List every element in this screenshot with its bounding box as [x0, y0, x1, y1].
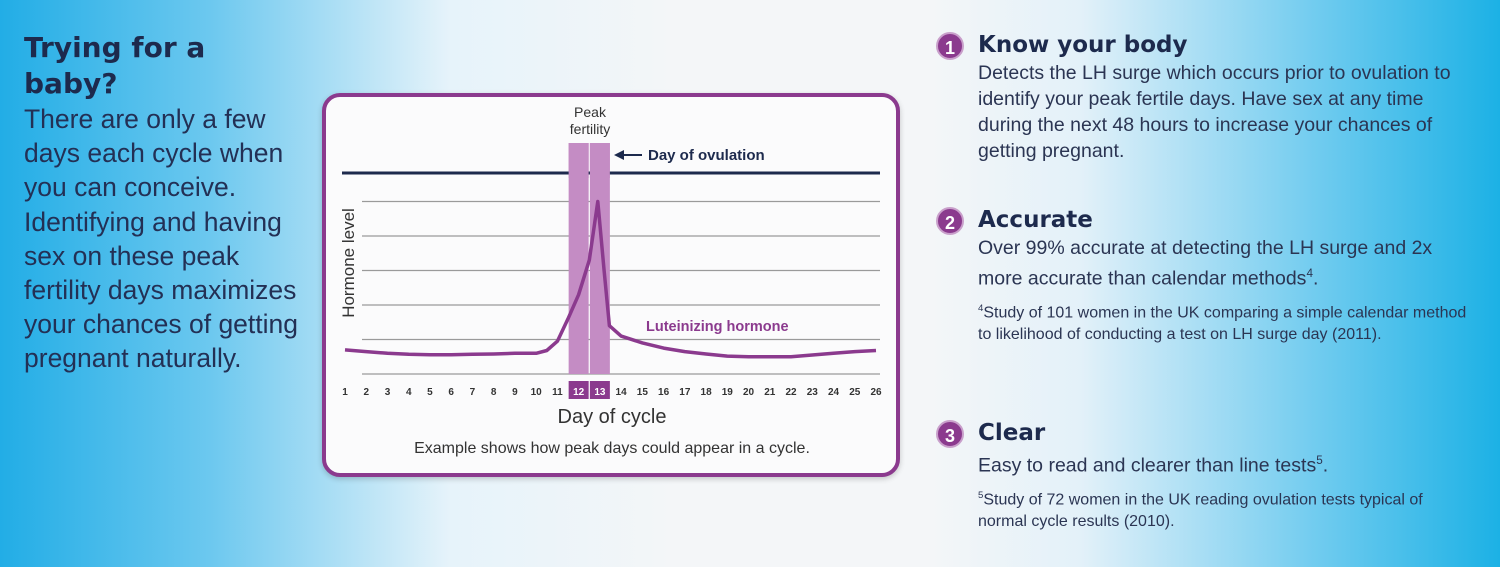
- intro: Trying for a baby? There are only a few …: [24, 30, 304, 376]
- x-tick-label: 26: [870, 387, 882, 398]
- x-tick-label: 24: [828, 387, 840, 398]
- x-tick-label: 3: [385, 387, 391, 398]
- x-tick-label: 21: [764, 387, 776, 398]
- x-tick-label: 14: [616, 387, 628, 398]
- x-tick-label: 13: [594, 387, 606, 398]
- x-tick-label: 6: [448, 387, 454, 398]
- feature-title: Accurate: [978, 207, 1093, 233]
- ovulation-label: Day of ovulation: [648, 147, 765, 164]
- lh-chart-card: Peak fertility Day of ovulation Luteinizing…: [322, 93, 900, 477]
- x-tick-label: 7: [470, 387, 476, 398]
- feature-body: Over 99% accurate at detecting the LH su…: [978, 237, 1433, 290]
- number-badge: 1: [936, 32, 964, 60]
- arrow-head-icon: [614, 150, 624, 160]
- x-tick-label: 16: [658, 387, 670, 398]
- peak-day-bar: [589, 143, 610, 374]
- footnote-ref: 4: [1306, 267, 1313, 280]
- x-tick-label: 23: [807, 387, 819, 398]
- x-tick-label: 9: [512, 387, 518, 398]
- series-label: Luteinizing hormone: [646, 319, 789, 335]
- x-tick-label: 19: [722, 387, 734, 398]
- feature-body: Detects the LH surge which occurs prior …: [978, 62, 1451, 162]
- tick-highlight: [589, 381, 610, 399]
- x-tick-label: 8: [491, 387, 497, 398]
- feature-title: Know your body: [978, 32, 1188, 58]
- footnote-mark: 4: [978, 302, 984, 314]
- peak-day-bar: [568, 143, 589, 374]
- lh-line: [344, 199, 877, 359]
- peak-label: Peak: [574, 104, 607, 120]
- x-tick-label: 2: [363, 387, 369, 398]
- features: 1 Know your body Detects the LH surge wh…: [936, 30, 1476, 533]
- body-text: Easy to read and clearer than line tests: [978, 454, 1317, 477]
- x-tick-label: 1: [342, 387, 348, 398]
- x-tick-label: 17: [679, 387, 691, 398]
- x-tick-label: 25: [849, 387, 861, 398]
- feature-know-your-body: 1 Know your body Detects the LH surge wh…: [936, 30, 1476, 205]
- intro-body: There are only a few days each cycle whe…: [24, 104, 299, 374]
- feature-title: Clear: [978, 420, 1046, 446]
- footnote-text: Study of 72 women in the UK reading ovul…: [978, 490, 1423, 530]
- x-tick-label: 18: [701, 387, 713, 398]
- footnote-mark: 5: [978, 489, 984, 501]
- x-tick-label: 11: [552, 387, 563, 398]
- x-tick-label: 5: [427, 387, 433, 398]
- peak-label: fertility: [570, 121, 610, 137]
- tick-highlight: [568, 381, 589, 399]
- footnote: 4Study of 101 women in the UK comparing …: [968, 298, 1476, 346]
- peak-day-bar-top: [568, 143, 589, 178]
- body-text: Over 99% accurate at detecting the LH su…: [978, 237, 1433, 290]
- footnote-text: Study of 101 women in the UK comparing a…: [978, 303, 1467, 343]
- footnote: 5Study of 72 women in the UK reading ovu…: [968, 485, 1476, 533]
- number-badge: 2: [936, 207, 964, 235]
- number-badge: 3: [936, 420, 964, 448]
- x-axis-label: Day of cycle: [558, 406, 667, 428]
- footnote-ref: 5: [1316, 454, 1323, 467]
- feature-clear: 3 Clear Easy to read and clearer than li…: [936, 418, 1476, 533]
- y-axis-label: Hormone level: [339, 208, 358, 318]
- x-tick-label: 20: [743, 387, 755, 398]
- feature-accurate: 2 Accurate Over 99% accurate at detectin…: [936, 205, 1476, 418]
- x-tick-label: 10: [531, 387, 543, 398]
- x-tick-label: 15: [637, 387, 649, 398]
- feature-body: Easy to read and clearer than line tests…: [978, 454, 1329, 477]
- peak-day-bar-top: [589, 143, 610, 178]
- x-tick-label: 12: [573, 387, 585, 398]
- x-tick-label: 4: [406, 387, 412, 398]
- intro-title: Trying for a baby?: [24, 31, 206, 100]
- x-tick-label: 22: [785, 387, 797, 398]
- chart-caption: Example shows how peak days could appear…: [414, 440, 810, 457]
